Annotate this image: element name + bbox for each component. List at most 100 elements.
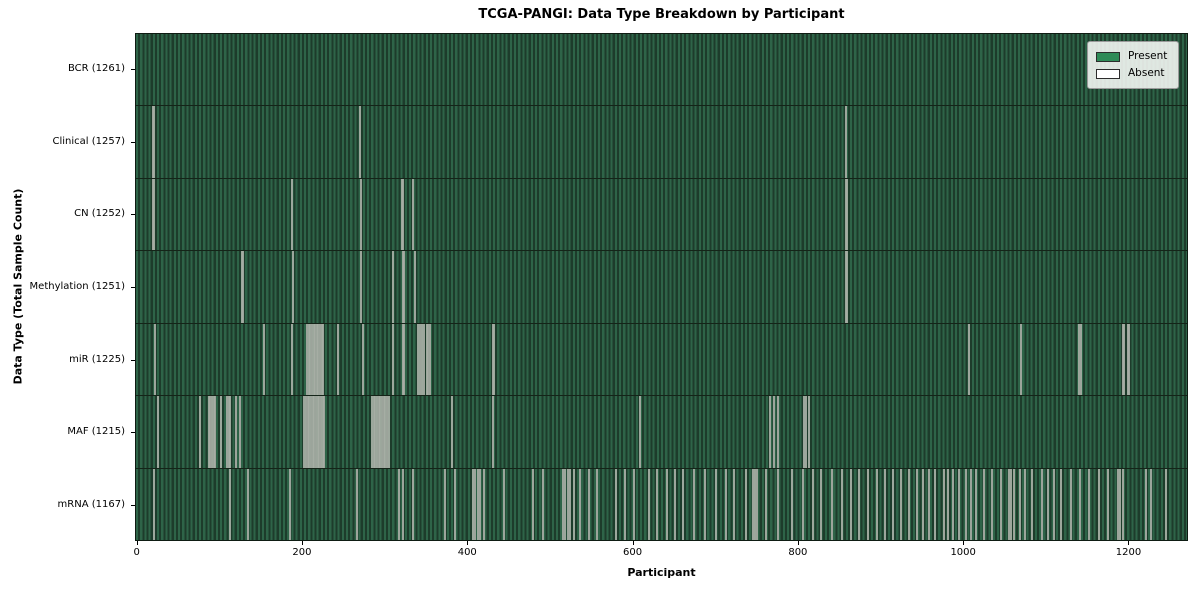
absent-mark [951, 468, 954, 540]
y-tick-label-mrna: mRNA (1167) [57, 498, 125, 510]
absent-mark [315, 323, 318, 396]
absent-mark [479, 468, 482, 540]
absent-mark [209, 396, 212, 468]
legend-label-absent: Absent [1128, 67, 1165, 79]
absent-mark [692, 468, 695, 540]
absent-mark [849, 468, 852, 540]
absent-mark [725, 468, 728, 540]
absent-mark [1088, 468, 1090, 540]
absent-mark [802, 396, 805, 468]
absent-mark [414, 251, 416, 323]
absent-mark [922, 468, 925, 540]
absent-mark [819, 468, 822, 540]
absent-mark [313, 396, 316, 468]
absent-mark [371, 396, 374, 468]
absent-mark [385, 396, 388, 468]
x-tick-label-600: 600 [623, 547, 643, 558]
absent-mark [1126, 323, 1129, 396]
absent-mark [412, 468, 415, 540]
absent-mark [303, 396, 306, 468]
absent-mark [379, 396, 382, 468]
absent-mark [157, 396, 160, 468]
absent-mark [561, 468, 564, 540]
absent-mark [471, 468, 474, 540]
x-tick-mark [1128, 541, 1130, 545]
absent-mark [337, 323, 340, 396]
absent-mark [240, 251, 243, 323]
absent-mark [840, 468, 843, 540]
absent-mark [315, 396, 318, 468]
absent-mark [1007, 468, 1010, 540]
legend-entry-absent: Absent [1096, 65, 1170, 82]
absent-mark [1052, 468, 1055, 540]
absent-mark [401, 323, 404, 396]
y-tick-mark [131, 287, 135, 288]
absent-mark [387, 396, 390, 468]
x-tick-label-800: 800 [788, 547, 808, 558]
y-tick-mark [131, 504, 135, 506]
x-tick-label-1200: 1200 [1115, 547, 1142, 558]
absent-mark [152, 468, 155, 540]
absent-mark [308, 396, 311, 468]
absent-mark [846, 178, 849, 251]
absent-mark [958, 468, 961, 540]
absent-mark [624, 468, 627, 540]
absent-mark [970, 468, 973, 540]
absent-mark [541, 468, 544, 540]
absent-mark [933, 468, 936, 540]
x-tick-mark [301, 541, 303, 545]
absent-mark [665, 468, 668, 540]
absent-mark [360, 251, 363, 323]
absent-mark [1018, 468, 1021, 540]
row-maf [136, 396, 1187, 469]
absent-mark [1097, 468, 1100, 540]
absent-mark [942, 468, 945, 540]
legend: Present Absent [1087, 41, 1179, 89]
absent-mark [377, 396, 380, 468]
absent-mark [423, 323, 426, 396]
absent-mark [229, 396, 232, 468]
absent-mark [320, 323, 323, 396]
absent-mark [491, 396, 494, 468]
absent-mark [776, 468, 779, 540]
absent-mark [805, 396, 808, 468]
absent-mark [391, 323, 394, 396]
chart-title: TCGA-PANGI: Data Type Breakdown by Parti… [478, 7, 845, 22]
x-tick-label-1000: 1000 [950, 547, 976, 558]
absent-mark [965, 468, 968, 540]
absent-mark [1119, 468, 1122, 540]
heatmap-rows [136, 34, 1187, 540]
absent-mark [715, 468, 718, 540]
absent-mark [1012, 468, 1015, 540]
absent-mark [1149, 468, 1152, 540]
absent-mark [916, 468, 919, 540]
y-tick-mark [131, 69, 135, 71]
absent-mark [483, 468, 486, 540]
absent-mark [418, 323, 421, 396]
absent-mark [307, 323, 310, 396]
absent-mark [1010, 468, 1013, 540]
absent-mark [427, 323, 430, 396]
absent-mark [263, 323, 266, 396]
absent-mark [403, 251, 406, 323]
y-tick-label-cn: CN (1252) [74, 208, 125, 220]
absent-mark [596, 468, 599, 540]
row-bcr [136, 34, 1187, 107]
absent-mark [391, 251, 394, 323]
absent-mark [765, 468, 768, 540]
absent-mark [1078, 468, 1081, 540]
absent-mark [503, 468, 506, 540]
absent-mark [220, 396, 223, 468]
absent-mark [566, 468, 569, 540]
legend-label-present: Present [1128, 50, 1168, 62]
absent-mark [319, 323, 322, 396]
absent-mark [983, 468, 986, 540]
absent-mark [632, 468, 635, 540]
absent-mark [999, 468, 1002, 540]
absent-mark [564, 468, 567, 540]
plot-area: Present Absent [135, 33, 1188, 541]
absent-mark [225, 396, 228, 468]
absent-mark [1079, 323, 1082, 396]
absent-mark [234, 396, 237, 468]
y-tick-label-maf: MAF (1215) [67, 426, 125, 438]
